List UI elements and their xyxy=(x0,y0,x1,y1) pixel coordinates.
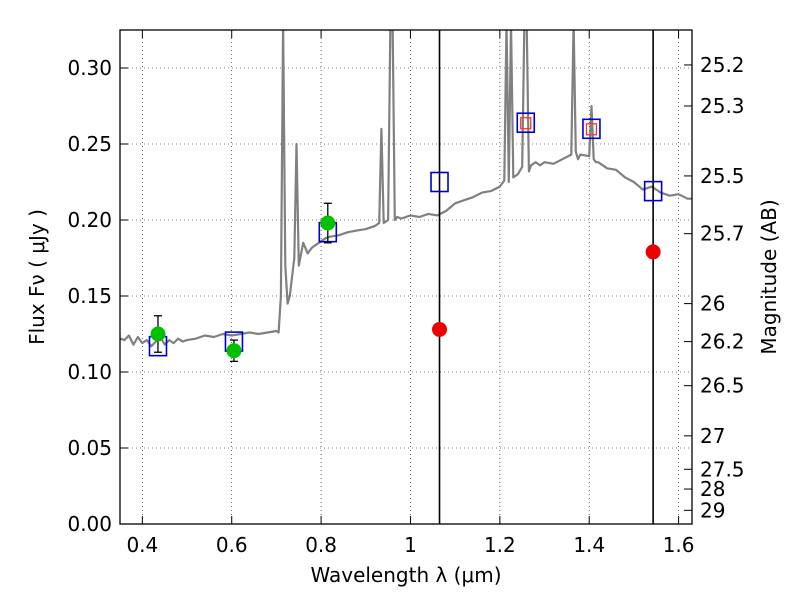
x-axis-label: Wavelength λ (μm) xyxy=(310,563,501,587)
right-tick-label: 29 xyxy=(700,498,725,522)
right-tick-label: 26 xyxy=(700,292,725,316)
open-square-marker xyxy=(430,171,449,193)
red-square-marker xyxy=(520,117,532,130)
right-tick-label: 27.5 xyxy=(700,457,745,481)
right-tick-label: 25.5 xyxy=(700,164,745,188)
right-tick-label: 25.7 xyxy=(700,222,745,246)
model-spectrum-line xyxy=(120,30,692,348)
plot-area xyxy=(120,30,692,524)
open-square-marker xyxy=(516,112,536,134)
red-square-marker xyxy=(585,123,598,136)
right-tick-label: 28 xyxy=(700,477,725,501)
right-axis-label: Magnitude (AB) xyxy=(757,199,781,354)
axes: 0.4 0.6 0.8 1 1.2 1.4 1.6 0.00 0.05 0.10 0.15 0.20 0… xyxy=(67,29,745,557)
y-tick-label: 0.15 xyxy=(67,284,112,308)
red-point xyxy=(645,244,661,260)
x-tick-label: 1.2 xyxy=(484,533,516,557)
right-tick-label: 25.2 xyxy=(700,53,745,77)
y-tick-label: 0.30 xyxy=(67,56,112,80)
open-square-marker xyxy=(643,180,663,202)
grid xyxy=(120,30,692,525)
x-tick-label: 1 xyxy=(404,533,417,557)
x-tick-label: 0.6 xyxy=(216,533,248,557)
y-tick-label: 0.05 xyxy=(67,436,112,460)
x-tick-label: 1.4 xyxy=(573,533,605,557)
y-tick-label: 0.25 xyxy=(67,132,112,156)
plot-frame xyxy=(119,29,693,525)
y-tick-label: 0.10 xyxy=(67,360,112,384)
y-tick-label: 0.00 xyxy=(67,512,112,536)
y-axis-label: Flux Fν ( μJy ) xyxy=(25,209,49,345)
open-square-marker xyxy=(582,118,601,140)
x-tick-label: 0.4 xyxy=(126,533,158,557)
right-tick-label: 26.2 xyxy=(700,330,745,354)
measured-point xyxy=(226,343,242,359)
right-tick-label: 26.5 xyxy=(700,374,745,398)
x-tick-label: 0.8 xyxy=(305,533,337,557)
right-tick-label: 27 xyxy=(700,424,725,448)
red-point xyxy=(432,321,448,337)
x-tick-label: 1.6 xyxy=(663,533,695,557)
right-tick-label: 25.3 xyxy=(700,94,745,118)
measured-point xyxy=(320,215,336,231)
measured-point xyxy=(150,326,166,342)
y-tick-label: 0.20 xyxy=(67,208,112,232)
